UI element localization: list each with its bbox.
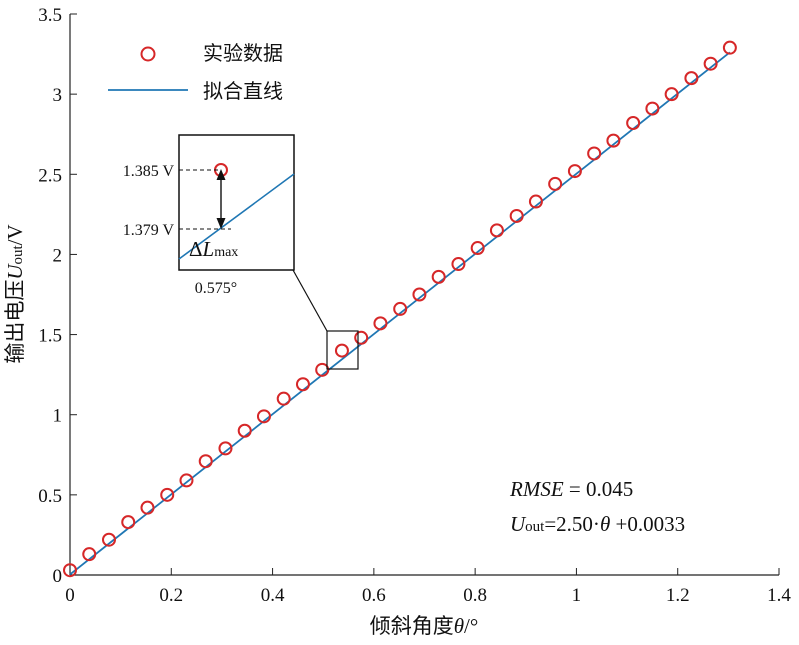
- x-tick-label: 0.4: [261, 585, 285, 606]
- x-tick-label: 1: [572, 585, 582, 606]
- y-tick-label: 2.5: [38, 165, 62, 186]
- y-tick-label: 1: [53, 406, 63, 427]
- data-point: [431, 269, 446, 284]
- y-tick-label: 2: [53, 245, 63, 266]
- data-point: [664, 87, 679, 102]
- inset-upper-label: 1.385 V: [123, 163, 175, 180]
- data-point: [489, 223, 504, 238]
- data-point: [256, 409, 271, 424]
- x-axis-title: 倾斜角度θ/°: [370, 614, 479, 638]
- data-point: [567, 164, 582, 179]
- data-point: [179, 473, 194, 488]
- data-point: [451, 257, 466, 272]
- data-point: [218, 441, 233, 456]
- x-title-suffix: /°: [464, 614, 478, 638]
- y-tick-label: 0.5: [38, 486, 62, 507]
- data-point: [101, 532, 116, 547]
- data-point: [276, 391, 291, 406]
- data-point: [645, 101, 660, 116]
- legend-label-scatter: 实验数据: [203, 42, 283, 65]
- inset-delta-label: ΔLmax: [189, 237, 238, 261]
- data-point: [315, 362, 330, 377]
- x-title-var: θ: [454, 614, 464, 638]
- data-point: [548, 176, 563, 191]
- axis-ticks: 0 0.2 0.4 0.6 0.8 1 1.2 1.4 0 0.5 1 1.5 2 2.5 3 3.5: [38, 5, 791, 606]
- inset-fit-line: [178, 173, 295, 260]
- data-point: [63, 563, 77, 578]
- fit-var: U: [510, 512, 527, 536]
- legend-label-line: 拟合直线: [203, 80, 283, 103]
- y-axis-title: 输出电压Uout/V: [3, 224, 27, 363]
- legend: 实验数据 拟合直线: [108, 42, 283, 103]
- y-title-var: U: [3, 263, 27, 280]
- x-tick-label: 1.2: [666, 585, 690, 606]
- y-title-suffix: /V: [3, 224, 27, 245]
- data-point: [354, 330, 369, 345]
- inset: 1.385 V 1.379 V 0.575° ΔLmax: [123, 134, 295, 297]
- data-point: [722, 40, 737, 55]
- fit-tail: +0.0033: [610, 512, 685, 536]
- data-point: [626, 115, 641, 130]
- data-point: [606, 133, 621, 148]
- data-point: [334, 343, 349, 358]
- data-point: [160, 487, 175, 502]
- inset-frame: [178, 134, 295, 271]
- fit-equation: Uout=2.50·θ +0.0033: [510, 512, 685, 536]
- data-point: [684, 71, 699, 86]
- fit-sub: out: [525, 519, 545, 535]
- rmse-var: RMSE: [509, 477, 564, 501]
- zoom-box: [326, 330, 359, 370]
- fit-expr: =2.50·: [544, 512, 600, 536]
- zoom-connector: [292, 269, 328, 332]
- x-tick-label: 0.6: [362, 585, 386, 606]
- x-tick-label: 0.2: [159, 585, 183, 606]
- data-point: [393, 301, 408, 316]
- data-points-layer: [63, 40, 737, 578]
- y-tick-label: 0: [53, 566, 63, 587]
- inset-arrow-head-up: [216, 169, 226, 180]
- delta-sub: max: [214, 245, 238, 260]
- data-point: [412, 287, 427, 302]
- data-point: [237, 423, 252, 438]
- delta-var: L: [202, 237, 215, 261]
- data-point: [198, 454, 213, 469]
- data-point: [528, 194, 543, 209]
- inset-lower-label: 1.379 V: [123, 222, 175, 239]
- data-point: [295, 377, 310, 392]
- y-tick-label: 3.5: [38, 5, 62, 26]
- fit-theta: θ: [600, 512, 610, 536]
- delta-symbol: Δ: [189, 237, 203, 261]
- x-tick-label: 0.8: [463, 585, 487, 606]
- x-tick-label: 0: [65, 585, 75, 606]
- x-title-prefix: 倾斜角度: [370, 614, 454, 638]
- inset-arrow-head-down: [216, 218, 226, 229]
- data-point: [703, 56, 718, 71]
- data-point: [82, 547, 97, 562]
- data-point: [140, 500, 155, 515]
- rmse-value: = 0.045: [564, 477, 634, 501]
- plot-area: [69, 14, 779, 576]
- data-point: [121, 515, 136, 530]
- data-point: [587, 146, 602, 161]
- rmse-annotation: RMSE = 0.045: [509, 477, 633, 501]
- data-point: [470, 241, 485, 256]
- y-title-sub: out: [10, 245, 26, 265]
- data-point: [509, 208, 524, 223]
- y-tick-label: 3: [53, 85, 63, 106]
- data-point: [373, 316, 388, 331]
- inset-x-label: 0.575°: [195, 280, 237, 297]
- y-title-prefix: 输出电压: [3, 280, 27, 364]
- legend-marker-scatter: [140, 46, 156, 62]
- y-tick-label: 1.5: [38, 326, 62, 347]
- x-tick-label: 1.4: [767, 585, 791, 606]
